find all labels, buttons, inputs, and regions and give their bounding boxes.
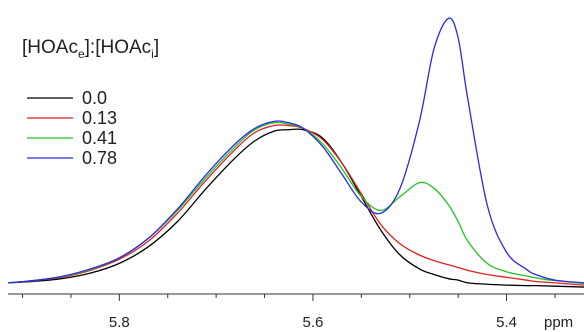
legend-title-end: ] — [154, 37, 159, 58]
legend-title-sub-i: i — [151, 47, 154, 61]
x-axis-ticks: 5.8 5.6 5.4 — [22, 294, 556, 331]
spectrum-series-layer — [7, 17, 584, 288]
x-axis-label: ppm — [544, 314, 573, 331]
series-line-0-78 — [7, 17, 584, 284]
legend-title: [HOAce]:[HOAci] — [22, 37, 159, 61]
legend-label-0-78: 0.78 — [82, 148, 117, 168]
legend-title-mid: ]:[HOAc — [85, 37, 152, 58]
x-tick-label-5-8: 5.8 — [109, 314, 130, 331]
series-line-0-13 — [7, 124, 584, 286]
legend-label-0-13: 0.13 — [82, 108, 117, 128]
legend-label-0-41: 0.41 — [82, 128, 117, 148]
legend-title-sub-e: e — [78, 47, 85, 61]
legend-label-0-0: 0.0 — [82, 88, 107, 108]
x-tick-label-5-6: 5.6 — [303, 314, 324, 331]
legend-title-main: [HOAc — [22, 37, 78, 58]
legend: 0.00.130.410.78 — [27, 88, 117, 168]
x-tick-label-5-4: 5.4 — [496, 314, 517, 331]
